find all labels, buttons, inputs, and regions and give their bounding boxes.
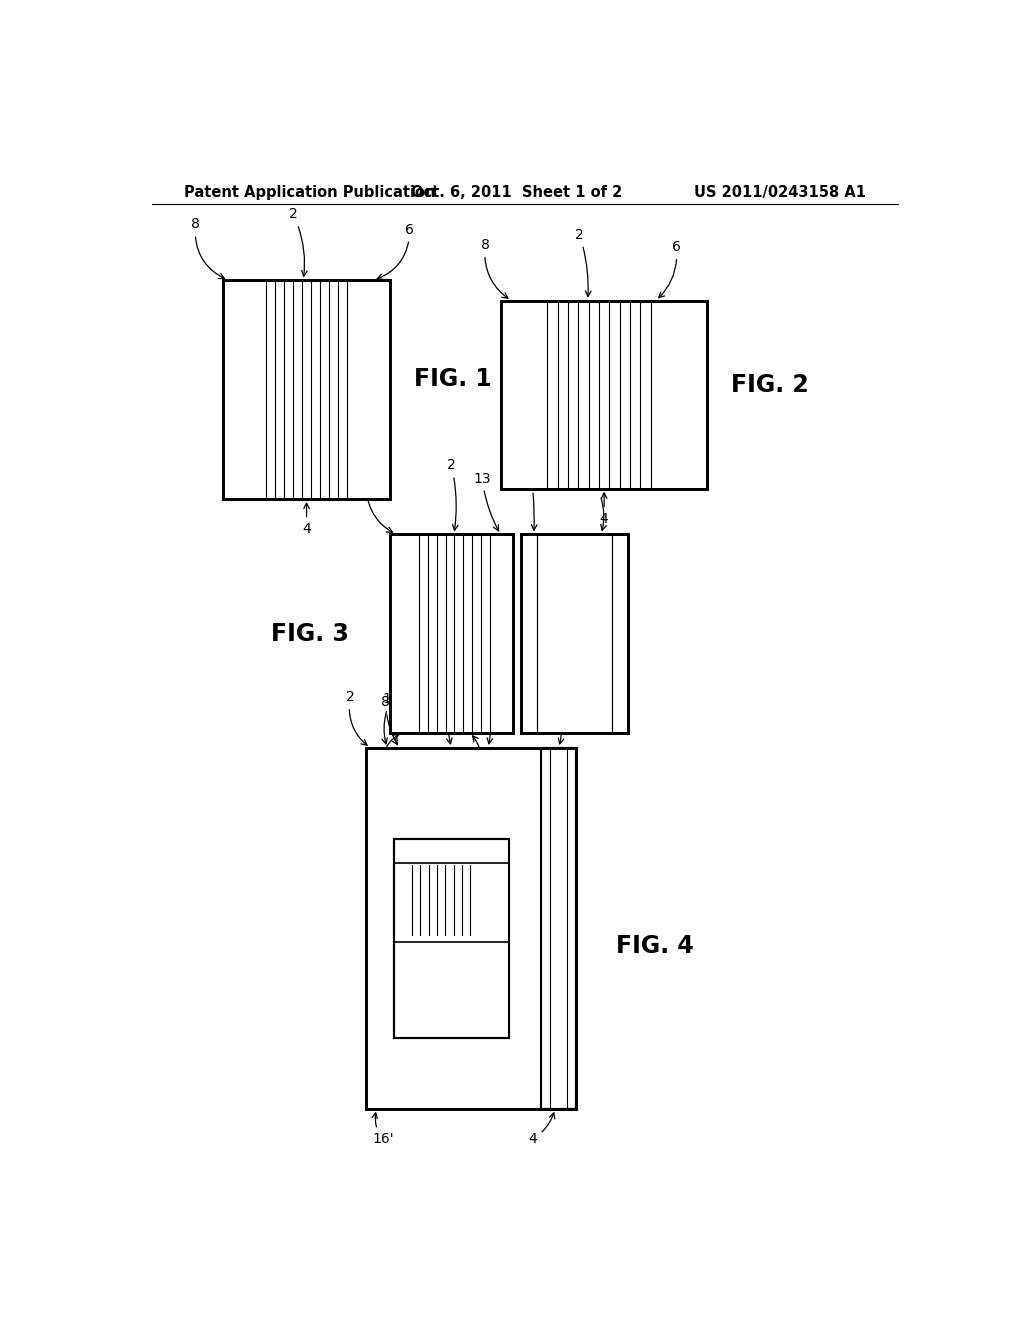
Bar <box>541 748 577 1109</box>
Bar <box>390 535 513 733</box>
Text: 8: 8 <box>382 696 397 744</box>
Text: 8: 8 <box>191 218 224 279</box>
Bar <box>521 535 628 733</box>
Text: FIG. 3: FIG. 3 <box>270 622 349 645</box>
Bar <box>521 535 628 733</box>
Text: Patent Application Publication: Patent Application Publication <box>183 185 435 201</box>
Text: US 2011/0243158 A1: US 2011/0243158 A1 <box>694 185 866 201</box>
Bar <box>394 840 509 1038</box>
Text: 6: 6 <box>527 474 537 531</box>
Text: 4: 4 <box>302 503 311 536</box>
Text: 2: 2 <box>346 690 367 746</box>
Bar <box>223 280 390 499</box>
Text: 8: 8 <box>480 238 508 298</box>
Text: 2: 2 <box>575 227 591 297</box>
Text: FIG. 4: FIG. 4 <box>616 935 694 958</box>
Text: 2: 2 <box>289 207 307 276</box>
Text: Sheet 1 of 2: Sheet 1 of 2 <box>522 185 623 201</box>
Bar <box>223 280 390 499</box>
Text: 13: 13 <box>473 471 499 531</box>
Text: 10: 10 <box>587 479 606 531</box>
Text: 6: 6 <box>487 697 496 743</box>
Text: 16': 16' <box>372 1113 393 1146</box>
Text: 12: 12 <box>373 735 398 772</box>
Text: 6: 6 <box>658 240 681 298</box>
Bar <box>367 748 577 1109</box>
Text: 6: 6 <box>377 223 414 280</box>
Text: FIG. 1: FIG. 1 <box>414 367 492 391</box>
Text: Oct. 6, 2011: Oct. 6, 2011 <box>411 185 512 201</box>
Bar <box>390 535 513 733</box>
Bar <box>367 748 577 1109</box>
Text: 13: 13 <box>437 696 455 744</box>
Bar <box>501 301 708 488</box>
Text: 4: 4 <box>600 492 608 527</box>
Text: 4: 4 <box>472 735 486 772</box>
Bar <box>541 748 577 1109</box>
Text: 10: 10 <box>550 700 567 744</box>
Bar <box>501 301 708 488</box>
Text: 4: 4 <box>528 1113 555 1146</box>
Text: 16: 16 <box>382 692 400 744</box>
Text: 8: 8 <box>361 477 392 532</box>
Text: FIG. 2: FIG. 2 <box>731 374 809 397</box>
Bar <box>394 840 509 1038</box>
Text: 2: 2 <box>447 458 458 531</box>
